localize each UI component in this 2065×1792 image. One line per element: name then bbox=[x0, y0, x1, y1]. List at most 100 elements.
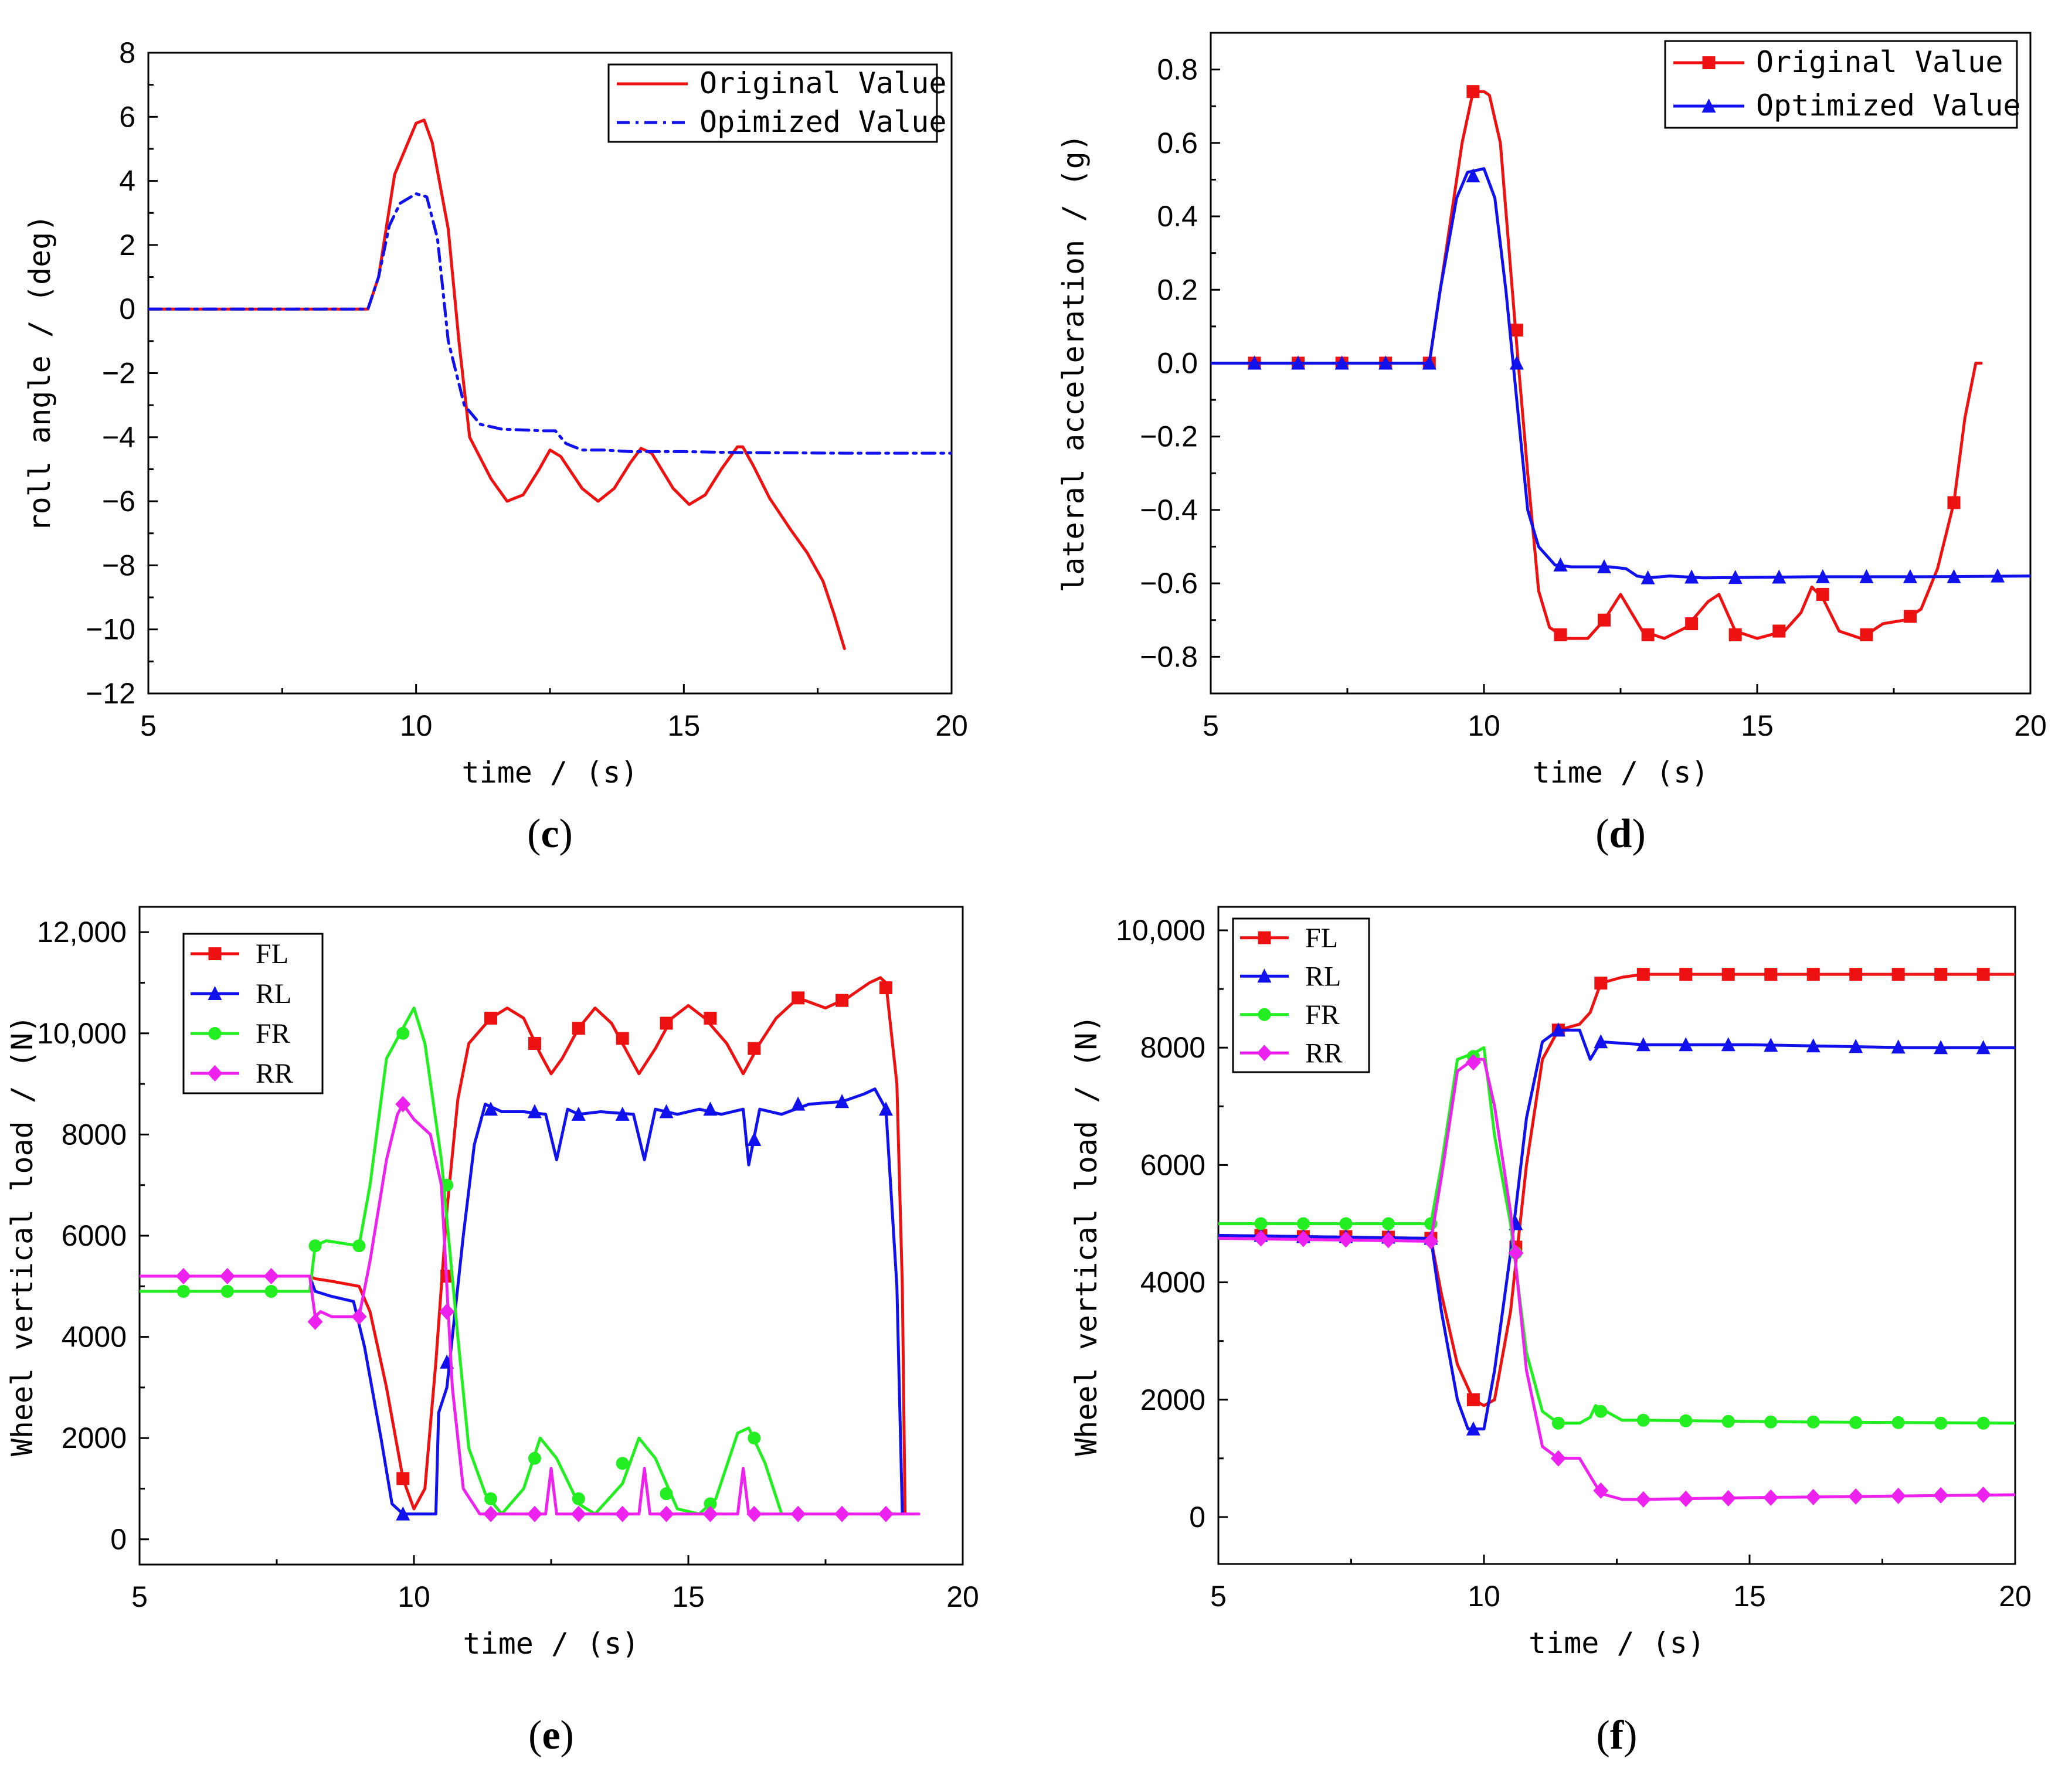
data-point bbox=[1466, 85, 1480, 98]
data-point bbox=[1378, 355, 1393, 370]
chart-d: 5 10 15 20 0.8 0.6 0.4 0.2 0.0 −0.2 −0.4 −0.6 −0.8 ti… bbox=[1057, 32, 2047, 856]
legend-marker bbox=[1701, 98, 1716, 113]
data-point bbox=[1466, 1421, 1480, 1436]
y-tick-label: 2 bbox=[119, 229, 135, 261]
data-point bbox=[1860, 628, 1873, 641]
data-point bbox=[528, 1037, 541, 1050]
x-tick-label: 20 bbox=[1999, 1580, 2032, 1613]
x-tick-label: 15 bbox=[1733, 1580, 1766, 1613]
y-tick-label: 0.2 bbox=[1157, 273, 1198, 306]
data-point bbox=[703, 1101, 718, 1116]
panel-label: (c) bbox=[527, 811, 573, 856]
chart-f: 5 10 15 20 10,000 8000 6000 4000 2000 0 time / (s)… bbox=[1069, 906, 2032, 1758]
data-point bbox=[1772, 569, 1787, 584]
data-point bbox=[1721, 968, 1735, 981]
series-line bbox=[148, 192, 952, 455]
data-point bbox=[1635, 1491, 1651, 1508]
data-point bbox=[1339, 1217, 1353, 1230]
legend: Original Value Opimized Value bbox=[607, 63, 946, 143]
data-point bbox=[220, 1284, 234, 1298]
legend-entry: FR bbox=[1305, 999, 1340, 1031]
data-point bbox=[1816, 587, 1829, 601]
series-rl bbox=[1218, 1022, 2015, 1436]
data-point bbox=[1594, 1405, 1608, 1418]
data-point bbox=[1721, 1037, 1735, 1052]
panel-label-close: ) bbox=[559, 811, 573, 856]
data-point bbox=[396, 1506, 410, 1521]
data-point bbox=[264, 1284, 278, 1298]
y-tick-label: 0 bbox=[110, 1523, 127, 1556]
data-point bbox=[1720, 1490, 1736, 1507]
data-point bbox=[1641, 570, 1655, 584]
series-rl bbox=[140, 1087, 904, 1521]
data-point bbox=[352, 1239, 366, 1253]
data-point bbox=[1903, 569, 1917, 583]
panel-label-letter: e bbox=[542, 1713, 560, 1758]
data-point bbox=[1508, 1244, 1524, 1261]
data-point bbox=[1764, 1415, 1778, 1429]
data-point bbox=[1728, 570, 1743, 584]
x-tick-label: 10 bbox=[1468, 1580, 1500, 1613]
data-point bbox=[792, 991, 805, 1005]
data-point bbox=[1849, 1416, 1863, 1429]
legend-entry: Original Value bbox=[699, 66, 946, 100]
plot-area bbox=[148, 118, 952, 650]
panel-label: (d) bbox=[1595, 811, 1646, 856]
y-tick-label: 0.6 bbox=[1157, 127, 1198, 159]
x-tick-label: 15 bbox=[1741, 709, 1774, 742]
data-point bbox=[704, 1011, 717, 1025]
data-point bbox=[1247, 355, 1262, 370]
data-point bbox=[1934, 968, 1948, 981]
data-point bbox=[1976, 1416, 1990, 1430]
data-point bbox=[659, 1104, 674, 1118]
series-line bbox=[140, 1103, 921, 1516]
data-point bbox=[702, 1505, 718, 1522]
data-point bbox=[1859, 569, 1874, 583]
plot-area bbox=[1218, 968, 2015, 1508]
data-point bbox=[1636, 968, 1650, 981]
legend-marker bbox=[208, 986, 222, 1000]
y-tick-label: 6000 bbox=[62, 1219, 127, 1252]
data-point bbox=[1848, 1488, 1864, 1505]
x-tick-label: 15 bbox=[668, 709, 701, 742]
y-tick-label: 2000 bbox=[62, 1422, 127, 1454]
legend-entry: FR bbox=[256, 1018, 290, 1049]
data-point bbox=[704, 1497, 717, 1511]
panel-label-close: ) bbox=[1624, 1713, 1637, 1758]
data-point bbox=[1934, 1040, 1948, 1055]
data-point bbox=[176, 1284, 190, 1298]
data-point bbox=[527, 1505, 542, 1522]
x-tick-label: 10 bbox=[398, 1580, 430, 1613]
series-line bbox=[1211, 167, 2030, 580]
data-point bbox=[614, 1505, 630, 1522]
x-tick-label: 5 bbox=[140, 709, 157, 742]
data-point bbox=[1764, 1038, 1778, 1052]
x-axis-label: time / (s) bbox=[1529, 1626, 1705, 1660]
data-point bbox=[1991, 568, 2005, 583]
y-axis-label: roll angle / (deg) bbox=[23, 215, 57, 532]
panel-label-open: ( bbox=[1595, 811, 1609, 856]
series-rr bbox=[140, 1096, 921, 1522]
data-point bbox=[1947, 496, 1961, 509]
y-tick-label: 8 bbox=[119, 36, 135, 69]
data-point bbox=[484, 1101, 498, 1116]
data-point bbox=[1550, 1450, 1566, 1467]
data-point bbox=[1763, 1489, 1779, 1506]
legend-entry: Original Value bbox=[1756, 45, 2003, 79]
x-tick-label: 20 bbox=[946, 1580, 979, 1613]
series-rr bbox=[1218, 1054, 2015, 1508]
y-tick-label: 0.0 bbox=[1157, 347, 1198, 380]
data-point bbox=[483, 1505, 499, 1522]
data-point bbox=[1465, 1054, 1481, 1071]
panel-label-letter: f bbox=[1610, 1713, 1624, 1758]
data-point bbox=[440, 1178, 454, 1192]
data-point bbox=[1553, 557, 1568, 572]
series-line bbox=[1218, 1046, 2015, 1425]
y-tick-label: 6 bbox=[119, 100, 135, 133]
data-point bbox=[1551, 1416, 1565, 1430]
data-point bbox=[790, 1505, 806, 1522]
legend-frame bbox=[607, 63, 938, 143]
y-tick-label: 6000 bbox=[1140, 1148, 1205, 1181]
series-line bbox=[140, 1087, 904, 1516]
